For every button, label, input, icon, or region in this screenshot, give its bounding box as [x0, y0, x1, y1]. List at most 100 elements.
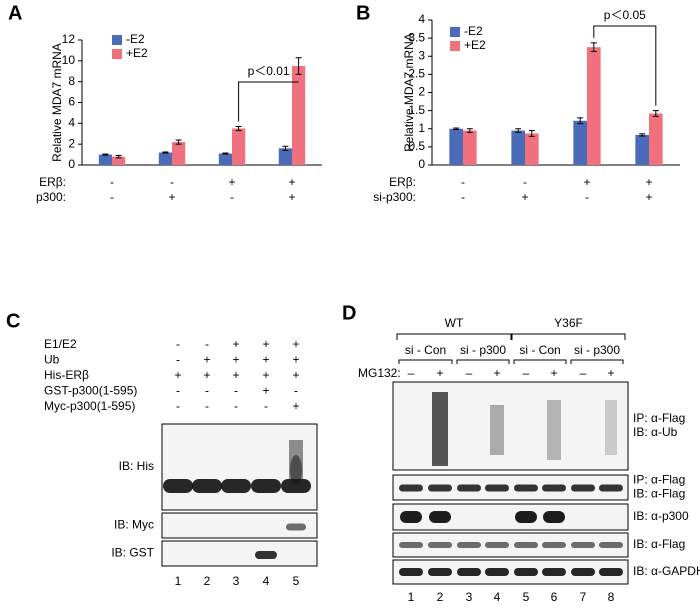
blot-label: IB: α-p300: [633, 509, 689, 523]
blot-band: [542, 568, 566, 576]
blot-frame: [161, 540, 318, 567]
subgroup-label: si - p300: [574, 343, 620, 357]
condition-sign: -: [461, 175, 465, 189]
blot-band: [599, 542, 623, 548]
treatment-sign: –: [580, 366, 587, 380]
error-bar: [577, 117, 584, 125]
condition-sign: -: [585, 190, 589, 204]
condition-sign: +: [168, 190, 175, 204]
blot-band: [400, 511, 422, 523]
bar: [112, 156, 126, 165]
blot-band: [571, 542, 595, 548]
group-label: WT: [445, 316, 464, 330]
error-bar: [162, 151, 169, 154]
blot-band: [286, 523, 306, 531]
condition-sign: -: [176, 384, 180, 398]
bar: [511, 130, 525, 165]
bar: [649, 113, 663, 165]
error-bar: [639, 133, 646, 137]
y-axis-label: Relative MDA7 mRNA: [402, 33, 416, 152]
lane-number: 2: [204, 574, 211, 588]
y-axis-label: Relative MDA7 mRNA: [50, 43, 64, 162]
bar: [525, 133, 539, 165]
condition-sign: -: [110, 190, 114, 204]
error-bar: [590, 42, 597, 53]
blot-band: [599, 484, 623, 492]
treatment-sign: –: [466, 366, 473, 380]
condition-sign: +: [262, 337, 269, 351]
error-bar: [466, 128, 473, 133]
condition-sign: +: [228, 175, 235, 189]
treatment-sign: +: [493, 366, 500, 380]
blot-band: [428, 568, 452, 576]
condition-sign: -: [461, 190, 465, 204]
error-bar: [282, 145, 289, 151]
error-bar: [235, 125, 242, 132]
legend-swatch: [112, 35, 122, 45]
blot-band: [514, 568, 538, 576]
y-tick-label: 1: [418, 121, 425, 135]
blot-band: [281, 479, 311, 493]
blot-label: IB: α-GAPDH: [633, 564, 700, 578]
error-bar: [652, 110, 659, 117]
condition-sign: -: [264, 399, 268, 413]
lane-number: 8: [608, 590, 615, 604]
treatment-sign: +: [436, 366, 443, 380]
blot-label: IB: His: [119, 459, 154, 473]
subgroup-label: si - Con: [519, 343, 560, 357]
condition-sign: +: [262, 384, 269, 398]
legend-swatch: [112, 49, 122, 59]
condition-label: Myc-p300(1-595): [44, 399, 135, 413]
y-tick-label: 3.5: [408, 30, 425, 44]
blot-band: [485, 568, 509, 576]
bar: [573, 120, 587, 165]
condition-sign: +: [288, 175, 295, 189]
panel-label: C: [6, 310, 20, 332]
y-tick-label: 4: [418, 12, 425, 26]
blot-band: [485, 542, 509, 548]
subgroup-label: si - Con: [405, 343, 446, 357]
lane-number: 2: [437, 590, 444, 604]
subgroup-bracket: [398, 359, 453, 364]
legend-label: +E2: [464, 38, 486, 52]
blot-band: [457, 568, 481, 576]
bar: [232, 128, 246, 165]
condition-sign: +: [292, 399, 299, 413]
condition-sign: -: [234, 399, 238, 413]
condition-label: p300:: [36, 190, 66, 204]
condition-sign: +: [645, 175, 652, 189]
y-tick-label: 12: [62, 32, 76, 46]
significance-bracket: [238, 81, 299, 122]
bar: [278, 148, 292, 165]
error-bar: [102, 153, 109, 156]
y-tick-label: 0: [418, 157, 425, 171]
group-label: Y36F: [554, 316, 583, 330]
subgroup-bracket: [570, 359, 624, 364]
blot-band: [514, 484, 538, 492]
blot-band: [429, 511, 451, 523]
condition-sign: -: [205, 384, 209, 398]
blot-band: [457, 542, 481, 548]
y-tick-label: 2: [418, 85, 425, 99]
error-bar: [453, 127, 460, 130]
condition-label: Ub: [44, 353, 60, 367]
lane-number: 4: [494, 590, 501, 604]
blot-band: [192, 479, 222, 493]
blot-band: [515, 511, 537, 523]
blot-band: [290, 455, 302, 485]
blot-band: [428, 484, 452, 492]
condition-sign: -: [294, 384, 298, 398]
y-tick-label: 0.5: [408, 139, 425, 153]
lane-number: 5: [293, 574, 300, 588]
treatment-label: MG132:: [358, 366, 401, 380]
treatment-sign: +: [550, 366, 557, 380]
condition-sign: +: [521, 190, 528, 204]
condition-sign: +: [292, 337, 299, 351]
condition-label: E1/E2: [44, 337, 77, 351]
annotation: p＜0.05: [604, 8, 646, 22]
condition-label: GST-p300(1-595): [44, 384, 137, 398]
blot-frame: [392, 381, 629, 471]
blot-band: [542, 542, 566, 548]
y-tick-label: 1.5: [408, 103, 425, 117]
